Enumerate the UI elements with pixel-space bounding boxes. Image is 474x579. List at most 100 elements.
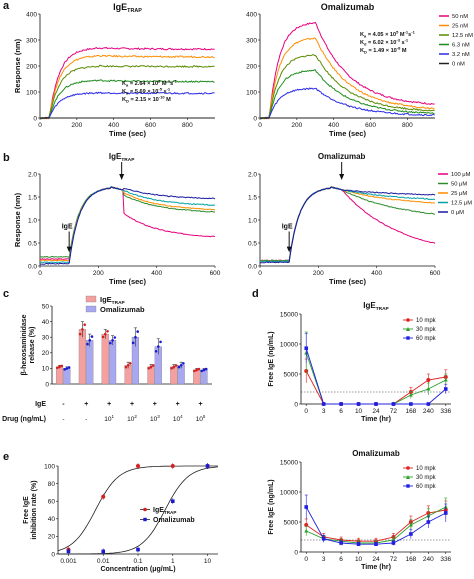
panel-b-legend-label-3: 12.5 μM xyxy=(451,201,472,207)
panel-b_right-ytick-label-4: 2.0 xyxy=(248,171,257,178)
panel-d_top-marker-2-6 xyxy=(409,402,413,406)
panel-a_right-ytick-label-3: 300 xyxy=(246,37,257,44)
panel-a_right-series-4 xyxy=(259,87,435,120)
panel-d_bottom-marker-1-7 xyxy=(426,513,431,518)
panel-a_right-xtick-label-2: 400 xyxy=(328,122,339,129)
panel-a_left-xtick-label-0: 0 xyxy=(38,122,42,129)
panel-c-ytick-label-2: 20 xyxy=(42,350,50,357)
panel-c-ige-cell-3: + xyxy=(130,401,134,408)
panel-c-bar-s1-2 xyxy=(108,340,117,385)
panel-d_bottom-ytick-label-1: 5000 xyxy=(284,519,299,526)
panel-a_left-kinetics-row-1: Kd = 5.69 × 10-5 s-1 xyxy=(122,87,171,96)
panel-e-legend-marker-0 xyxy=(143,507,147,512)
panel-d_top-legend-marker-2 xyxy=(406,336,410,340)
panel-c-dot-s1-3-1 xyxy=(134,335,137,339)
panel-d_bottom-ytick-label-0: 0 xyxy=(294,549,298,556)
panel-d_top-marker-2-1 xyxy=(321,402,326,406)
panel-a_right-xtick-label-4: 800 xyxy=(402,122,413,129)
panel-a_left-ytick-label-3: 300 xyxy=(26,37,37,44)
panel-a_right-series-3 xyxy=(259,69,435,120)
panel-b_left-drug-arrow-head xyxy=(119,174,125,180)
panel-c-dot-s0-6-0 xyxy=(193,369,196,373)
panel-c-dot-s1-1-0 xyxy=(86,342,89,346)
panel-a-legend-label-3: 6.3 nM xyxy=(452,43,470,49)
panel-e-ytick-label-4: 80 xyxy=(48,481,56,488)
panel-a-legend-label-4: 3.2 nM xyxy=(452,52,470,58)
panel-a_right-series-1 xyxy=(259,37,435,120)
panel-d_bottom-legend-label-2: 60 mpk xyxy=(416,484,437,490)
panel-d_top-series-1 xyxy=(305,352,447,405)
panel-d_bottom-xtick-label-1: 3 xyxy=(322,556,326,563)
panel-d_bottom-xtick-label-5: 72 xyxy=(390,556,398,563)
panel-c-dot-s1-3-2 xyxy=(136,330,139,333)
panel-e-marker-1-0 xyxy=(66,549,71,554)
panel-c-dot-s1-3-0 xyxy=(131,341,135,345)
panel-c-dot-s1-5-1 xyxy=(179,363,183,367)
panel-label-b: b xyxy=(3,152,10,164)
panel-a-legend-label-2: 12.5 nM xyxy=(452,33,473,39)
panel-d_bottom-xtick-label-2: 6 xyxy=(339,556,343,563)
panel-c-dot-s1-6-1 xyxy=(202,368,206,372)
panel-d_bottom-xtick-label-7: 240 xyxy=(423,556,434,563)
panel-c-dot-s1-2-2 xyxy=(113,336,117,339)
panel-a_left-xtick-label-3: 600 xyxy=(145,122,156,129)
panel-a_right-kinetics-row-2: KD = 1.49 × 10-8 M xyxy=(360,46,407,55)
panel-d_top-xtick-label-0: 0 xyxy=(304,408,308,415)
panel-d_top-ytick-label-2: 10000 xyxy=(280,341,298,348)
panel-a_left-xtick-label-2: 400 xyxy=(108,122,119,129)
panel-d_bottom-legend-marker-0 xyxy=(406,466,410,470)
panel-b_right-xlabel: Time (sec) xyxy=(329,277,366,286)
panel-b_left-xlabel: Time (sec) xyxy=(109,277,146,286)
panel-c-bar-s0-2 xyxy=(101,333,109,385)
panel-b_left-ylabel: Response (nm) xyxy=(13,192,22,247)
panel-a_right-ytick-label-1: 100 xyxy=(246,89,257,96)
panel-c-drug-cell-0: - xyxy=(62,416,64,423)
panel-e-xtick-label-4: 10 xyxy=(204,558,212,565)
panel-c-dot-s1-2-0 xyxy=(109,341,112,345)
panel-c-dot-s0-6-1 xyxy=(195,368,198,372)
panel-a_left-series-3 xyxy=(39,79,215,120)
panel-c-bar-s1-0 xyxy=(63,368,71,385)
panel-a_left-series-0 xyxy=(39,46,215,120)
panel-d_top-xlabel: Time (hr) xyxy=(361,416,391,423)
panel-c-dot-s0-1-1 xyxy=(81,328,84,331)
panel-c-dot-s1-4-0 xyxy=(154,349,158,353)
panel-c-dot-s0-1-2 xyxy=(83,323,86,327)
panel-c-drug-cell-1: - xyxy=(85,416,87,423)
panel-d_bottom-legend-label-0: 10 mpk xyxy=(416,466,437,472)
panel-d_top-series-0 xyxy=(305,370,446,405)
panel-d_top-legend-marker-0 xyxy=(406,318,410,322)
panel-b_left-xtick-label-0: 0 xyxy=(38,270,42,277)
panel-c-bar-s0-0 xyxy=(55,366,64,385)
panel-b_left-ytick-label-2: 1.0 xyxy=(28,217,37,224)
panel-a_left-xtick-label-1: 200 xyxy=(71,122,82,129)
panel-b_right-ytick-label-2: 1.0 xyxy=(248,217,257,224)
panel-c-drug-cell-2: 101 xyxy=(104,414,114,423)
panel-c-ige-cell-6: + xyxy=(199,401,203,408)
panel-d_top-ylabel: Free IgE (ng/mL) xyxy=(268,331,275,386)
panel-e-marker-1-4 xyxy=(205,464,210,468)
panel-b_left-xtick-label-3: 600 xyxy=(210,270,221,277)
panel-c-dot-s1-4-2 xyxy=(159,340,162,344)
panel-c-ige-cell-4: + xyxy=(153,401,157,408)
panel-c-dot-s0-0-0 xyxy=(55,366,59,370)
panel-d_top-marker-2-4 xyxy=(374,402,378,406)
panel-d_top-marker-2-2 xyxy=(339,402,343,406)
panel-d_bottom-marker-2-3 xyxy=(356,542,361,546)
panel-c-dot-s0-0-2 xyxy=(60,364,64,368)
panel-c-dot-s1-5-2 xyxy=(182,362,185,365)
panel-e-legend-label-0: IgETRAP xyxy=(153,507,176,515)
panel-c-ige-cell-2: + xyxy=(107,401,111,408)
panel-c-ige-cell-5: + xyxy=(176,401,180,408)
panel-c-dot-s0-4-2 xyxy=(151,364,155,367)
panel-d_bottom-marker-2-0 xyxy=(304,505,309,509)
panel-d_top-marker-1-6 xyxy=(408,392,413,397)
panel-d_bottom-xtick-label-6: 168 xyxy=(405,556,416,563)
panel-a_right-kinetics-row-1: Kd = 6.02 × 10-3 s-1 xyxy=(360,38,409,47)
panel-c-dot-s1-0-1 xyxy=(65,367,69,370)
panel-d_top-xtick-label-7: 240 xyxy=(423,408,434,415)
panel-c-dot-s1-6-2 xyxy=(204,367,208,371)
panel-d_top-legend-marker-1 xyxy=(406,327,410,331)
panel-e-ytick-label-2: 40 xyxy=(48,516,56,523)
panel-d_top-marker-2-8 xyxy=(443,387,448,391)
